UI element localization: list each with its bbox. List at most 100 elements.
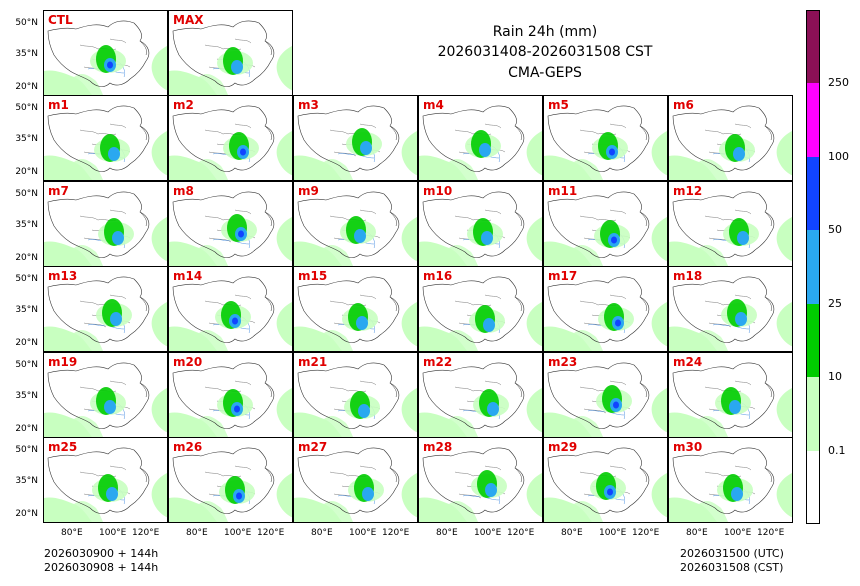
panel-label: m16 (423, 269, 453, 283)
panel-label: m12 (673, 184, 703, 198)
latitude-tick-label: 20°N (15, 509, 38, 519)
latitude-tick-label: 50°N (15, 445, 38, 455)
latitude-tick-label: 50°N (15, 360, 38, 370)
map-panel: m13 (43, 266, 168, 352)
map-panel: m4 (418, 95, 543, 181)
colorbar-level-label: 25 (828, 296, 842, 310)
map-panel: m27 (293, 437, 418, 523)
map-panel: m18 (668, 266, 793, 352)
panel-label: m27 (298, 440, 328, 454)
latitude-tick-label: 20°N (15, 167, 38, 177)
panel-label: m20 (173, 355, 203, 369)
panel-label: m1 (48, 98, 69, 112)
panel-label: m10 (423, 184, 453, 198)
map-panel: m16 (418, 266, 543, 352)
colorbar-level-label: 250 (828, 76, 849, 90)
map-panel: m5 (543, 95, 668, 181)
panel-label: m11 (548, 184, 578, 198)
panel-label: m24 (673, 355, 703, 369)
map-panel: m22 (418, 352, 543, 438)
map-panel: m2 (168, 95, 293, 181)
panel-label: m4 (423, 98, 444, 112)
footer-valid-utc: 2026031500 (UTC) (680, 547, 784, 560)
latitude-tick-label: 20°N (15, 338, 38, 348)
footer-init-utc: 2026030900 + 144h (44, 547, 159, 560)
colorbar-level-label: 50 (828, 223, 842, 237)
map-panel: m6 (668, 95, 793, 181)
panel-label: m8 (173, 184, 194, 198)
map-panel: m21 (293, 352, 418, 438)
map-panel: m1 (43, 95, 168, 181)
longitude-tick-label: 100°E (349, 528, 377, 538)
footer-init-cst: 2026030908 + 144h (44, 561, 159, 574)
panel-label: m6 (673, 98, 694, 112)
title-line-1: Rain 24h (mm) (492, 24, 598, 40)
longitude-tick-label: 100°E (474, 528, 502, 538)
longitude-tick-label: 80°E (186, 528, 208, 538)
panel-label: m2 (173, 98, 194, 112)
map-panel: m3 (293, 95, 418, 181)
colorbar-segment (806, 377, 820, 451)
longitude-tick-label: 120°E (632, 528, 660, 538)
map-panel: m8 (168, 181, 293, 267)
longitude-tick-label: 80°E (436, 528, 458, 538)
longitude-tick-label: 120°E (257, 528, 285, 538)
longitude-tick-label: 100°E (224, 528, 252, 538)
colorbar-segment (806, 156, 820, 231)
panel-label: m19 (48, 355, 78, 369)
latitude-tick-label: 20°N (15, 424, 38, 434)
map-panel: m11 (543, 181, 668, 267)
latitude-tick-label: 20°N (15, 253, 38, 263)
panel-label: m21 (298, 355, 328, 369)
longitude-tick-label: 120°E (132, 528, 160, 538)
map-panel: m17 (543, 266, 668, 352)
latitude-tick-label: 50°N (15, 103, 38, 113)
panel-label: m28 (423, 440, 453, 454)
panel-label: CTL (48, 13, 73, 27)
map-panel: m19 (43, 352, 168, 438)
panel-label: m5 (548, 98, 569, 112)
longitude-tick-label: 80°E (561, 528, 583, 538)
map-panel: m20 (168, 352, 293, 438)
colorbar-segment (806, 83, 820, 157)
map-panel: m28 (418, 437, 543, 523)
longitude-tick-label: 100°E (99, 528, 127, 538)
longitude-tick-label: 80°E (686, 528, 708, 538)
longitude-tick-label: 120°E (757, 528, 785, 538)
map-panel: MAX (168, 10, 293, 96)
map-panel: m12 (668, 181, 793, 267)
latitude-tick-label: 35°N (15, 476, 38, 486)
colorbar-segment (806, 450, 820, 524)
panel-label: m18 (673, 269, 703, 283)
latitude-tick-label: 35°N (15, 391, 38, 401)
panel-label: m26 (173, 440, 203, 454)
panel-label: m17 (548, 269, 578, 283)
colorbar-level-label: 100 (828, 149, 849, 163)
map-panel: m26 (168, 437, 293, 523)
latitude-tick-label: 35°N (15, 49, 38, 59)
map-panel: m23 (543, 352, 668, 438)
map-panel: m9 (293, 181, 418, 267)
panel-label: m7 (48, 184, 69, 198)
map-panel: m30 (668, 437, 793, 523)
colorbar-segment (806, 230, 820, 304)
map-panel: m25 (43, 437, 168, 523)
latitude-tick-label: 50°N (15, 18, 38, 28)
colorbar-segment (806, 10, 820, 84)
map-panel: m15 (293, 266, 418, 352)
map-panel: m7 (43, 181, 168, 267)
longitude-tick-label: 120°E (507, 528, 535, 538)
panel-label: m13 (48, 269, 78, 283)
map-panel: m24 (668, 352, 793, 438)
title-line-2: 2026031408-2026031508 CST (437, 44, 653, 60)
latitude-tick-label: 20°N (15, 82, 38, 92)
panel-label: m3 (298, 98, 319, 112)
colorbar-level-label: 10 (828, 370, 842, 384)
panel-label: m14 (173, 269, 203, 283)
panel-label: m23 (548, 355, 578, 369)
panel-label: MAX (173, 13, 204, 27)
map-panel: m29 (543, 437, 668, 523)
panel-label: m30 (673, 440, 703, 454)
latitude-tick-label: 35°N (15, 220, 38, 230)
colorbar-level-label: 0.1 (828, 443, 846, 457)
